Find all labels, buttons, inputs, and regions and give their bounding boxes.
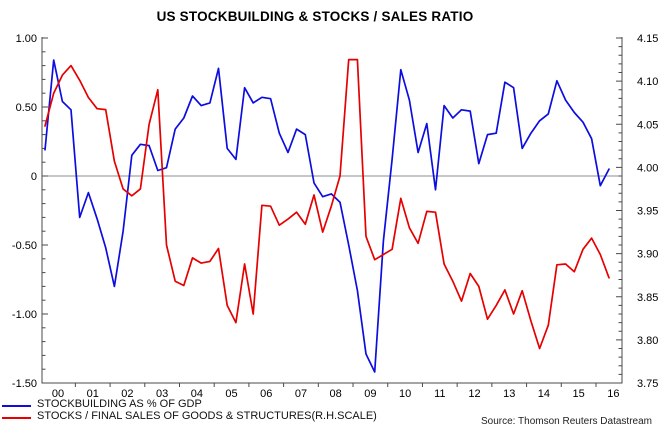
series-line-stocks-sales	[44, 58, 610, 350]
chart-legend: STOCKBUILDING AS % OF GDP STOCKS / FINAL…	[2, 398, 377, 422]
x-axis-tick-label: 10	[399, 388, 411, 400]
legend-line-swatch-red	[2, 416, 31, 419]
legend-item-stockbuilding: STOCKBUILDING AS % OF GDP	[2, 398, 377, 410]
right-axis-tick-label: 4.00	[637, 162, 658, 174]
x-axis-tick-label: 13	[503, 388, 515, 400]
left-axis-tick-label: 1.00	[16, 33, 37, 45]
x-axis-tick-label: 03	[156, 388, 168, 400]
chart-title: US STOCKBUILDING & STOCKS / SALES RATIO	[156, 9, 474, 24]
x-axis-tick-label: 15	[573, 388, 585, 400]
right-axis-tick-label: 3.95	[637, 206, 658, 218]
x-axis-tick-label: 11	[434, 388, 445, 400]
legend-label-stockbuilding: STOCKBUILDING AS % OF GDP	[37, 398, 202, 410]
left-axis-tick-label: -1.50	[12, 378, 37, 390]
left-axis-tick-label: -0.50	[12, 240, 37, 252]
right-axis-tick-label: 3.75	[637, 378, 658, 390]
left-axis-tick-label: 0.50	[16, 102, 37, 114]
left-axis-tick-label: -1.00	[12, 309, 37, 321]
series-line-stockbuilding	[44, 59, 610, 373]
x-axis-tick-label: 00	[52, 388, 64, 400]
left-axis-tick-label: 0	[31, 171, 37, 183]
x-axis-tick-label: 09	[364, 388, 376, 400]
x-axis-tick-label: 08	[330, 388, 342, 400]
right-axis-tick-label: 4.10	[637, 76, 658, 88]
right-axis-tick-label: 3.90	[637, 249, 658, 261]
right-axis-tick-label: 3.80	[637, 335, 658, 347]
right-axis-tick-label: 3.85	[637, 292, 658, 304]
x-axis-tick-label: 12	[468, 388, 480, 400]
x-axis-tick-label: 04	[191, 388, 203, 400]
legend-item-stocks-sales: STOCKS / FINAL SALES OF GOODS & STRUCTUR…	[2, 410, 377, 422]
x-axis-tick-label: 05	[225, 388, 237, 400]
right-axis-tick-label: 4.05	[637, 119, 658, 131]
x-axis-tick-label: 14	[538, 388, 550, 400]
x-axis-tick-label: 07	[295, 388, 307, 400]
x-axis-tick-label: 16	[607, 388, 619, 400]
legend-label-stocks-sales: STOCKS / FINAL SALES OF GOODS & STRUCTUR…	[37, 410, 377, 422]
x-axis-tick-label: 01	[87, 388, 99, 400]
legend-line-swatch-blue	[2, 404, 31, 407]
x-axis-tick-label: 06	[260, 388, 272, 400]
source-note: Source: Thomson Reuters Datastream	[480, 416, 652, 427]
right-axis-tick-label: 4.15	[637, 33, 658, 45]
x-axis-tick-label: 02	[121, 388, 133, 400]
